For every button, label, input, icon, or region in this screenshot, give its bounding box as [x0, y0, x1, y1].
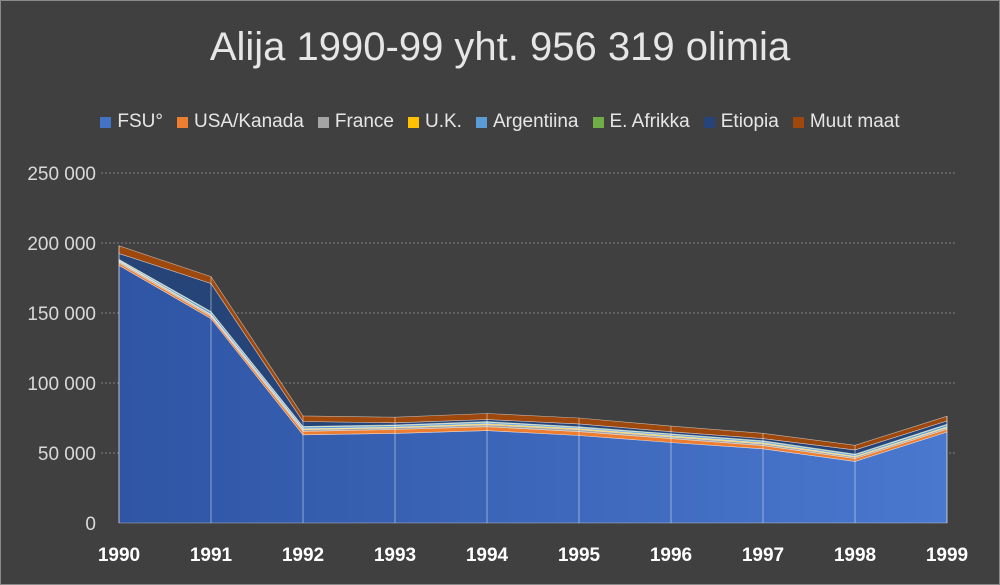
legend-label: Etiopia	[720, 111, 779, 132]
legend-label: Argentiina	[492, 111, 579, 132]
legend-swatch	[792, 116, 804, 128]
y-tick-label: 100 000	[27, 374, 96, 395]
legend-item: FSU°	[100, 111, 163, 133]
legend-item: U.K.	[407, 111, 462, 133]
legend-label: Muut maat	[809, 111, 900, 132]
legend-label: USA/Kanada	[193, 111, 304, 132]
legend-label: U.K.	[424, 111, 462, 132]
legend-swatch	[176, 116, 188, 128]
x-tick-label: 1990	[98, 545, 140, 566]
x-tick-label: 1993	[374, 545, 416, 566]
legend-label: E. Afrikka	[609, 111, 690, 132]
legend: FSU° USA/Kanada France U.K. Argentiina E. Afr…	[1, 111, 999, 133]
legend-swatch	[100, 116, 112, 128]
y-tick-label: 250 000	[27, 164, 96, 185]
legend-item: Argentiina	[475, 111, 579, 133]
legend-item: France	[317, 111, 394, 133]
chart-title: Alija 1990-99 yht. 956 319 olimia	[209, 25, 791, 69]
legend-label: France	[334, 111, 394, 132]
legend-item: Muut maat	[792, 111, 900, 133]
legend-item: E. Afrikka	[592, 111, 690, 133]
y-tick-label: 50 000	[38, 444, 96, 465]
x-tick-label: 1995	[558, 545, 601, 566]
x-tick-label: 1994	[466, 545, 509, 566]
x-tick-label: 1999	[926, 545, 968, 566]
x-tick-label: 1992	[282, 545, 324, 566]
area-muut-maat	[118, 245, 948, 451]
x-tick-label: 1991	[190, 545, 233, 566]
legend-swatch	[317, 116, 329, 128]
x-tick-label: 1997	[742, 545, 784, 566]
legend-label: FSU°	[117, 111, 163, 132]
y-tick-label: 0	[85, 514, 96, 535]
y-tick-label: 150 000	[27, 304, 96, 325]
x-tick-label: 1998	[834, 545, 876, 566]
x-tick-label: 1996	[650, 545, 692, 566]
legend-swatch	[703, 116, 715, 128]
legend-item: Etiopia	[703, 111, 779, 133]
y-tick-label: 200 000	[27, 234, 96, 255]
legend-swatch	[407, 116, 419, 128]
legend-item: USA/Kanada	[176, 111, 304, 133]
legend-swatch	[475, 116, 487, 128]
area-fsu-	[118, 264, 948, 524]
legend-swatch	[592, 116, 604, 128]
